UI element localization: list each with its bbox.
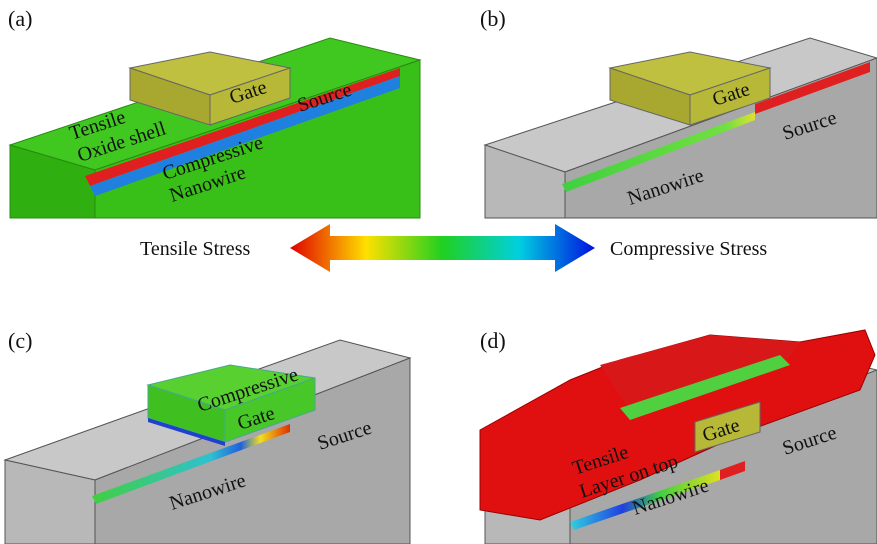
panel-d: (d) Tensile Layer on top Gate Source Nan… bbox=[480, 328, 877, 544]
legend-right: Compressive Stress bbox=[610, 238, 767, 260]
panel-label: (a) bbox=[8, 6, 32, 31]
stress-legend: Tensile Stress Compressive Stress bbox=[140, 224, 767, 272]
panel-label: (d) bbox=[480, 328, 506, 353]
panel-label: (b) bbox=[480, 6, 506, 31]
panel-a: (a) Gate Source Tensile Oxide shell Comp… bbox=[8, 6, 420, 218]
panel-c: (c) Compressive Gate Source Nanowire bbox=[5, 328, 410, 544]
panel-label: (c) bbox=[8, 328, 32, 353]
legend-left: Tensile Stress bbox=[140, 238, 250, 260]
figure: (a) Gate Source Tensile Oxide shell Comp… bbox=[0, 0, 877, 544]
panel-b: (b) Gate Source Nanowire bbox=[480, 6, 877, 218]
